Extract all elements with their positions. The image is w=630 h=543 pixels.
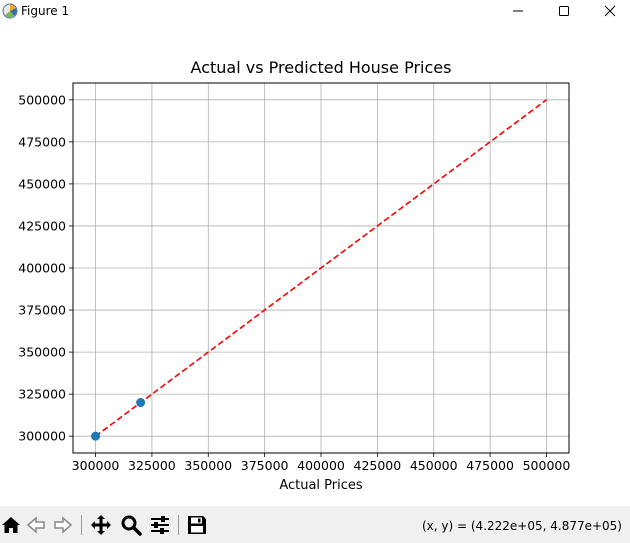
reference-line — [95, 99, 547, 437]
y-tick-label: 325000 — [18, 387, 66, 402]
configure-subplots-button[interactable] — [149, 514, 171, 536]
point-layer — [91, 398, 146, 441]
forward-icon — [54, 516, 73, 534]
forward-button[interactable] — [52, 514, 74, 536]
x-tick-label: 350000 — [184, 458, 232, 473]
minimize-button[interactable] — [495, 0, 541, 22]
y-tick-label: 300000 — [18, 429, 66, 444]
x-tick-label: 400000 — [297, 458, 345, 473]
maximize-button[interactable] — [541, 0, 587, 22]
home-icon — [2, 517, 20, 533]
toolbar-separator — [178, 515, 179, 535]
y-tick-label: 450000 — [18, 176, 66, 191]
x-tick-label: 500000 — [523, 458, 571, 473]
y-tick-label: 350000 — [18, 345, 66, 360]
y-tick-label: 475000 — [18, 134, 66, 149]
window-title: Figure 1 — [21, 4, 70, 18]
chart-svg: 300000 325000 350000 375000 400000 425000 4500… — [18, 58, 570, 493]
data-point — [136, 398, 146, 408]
line-layer — [95, 99, 547, 437]
x-tick-label: 425000 — [354, 458, 402, 473]
back-button[interactable] — [25, 514, 47, 536]
close-button[interactable] — [587, 0, 630, 22]
configure-subplots-icon — [151, 516, 169, 534]
toolbar-separator — [81, 515, 82, 535]
cursor-coordinates: (x, y) = (4.222e+05, 4.877e+05) — [422, 519, 622, 533]
close-icon — [604, 5, 616, 17]
navigation-toolbar: (x, y) = (4.222e+05, 4.877e+05) — [0, 506, 630, 543]
figure-canvas[interactable]: 300000 325000 350000 375000 400000 425000 4500… — [0, 22, 630, 506]
pan-button[interactable] — [90, 514, 112, 536]
zoom-button[interactable] — [120, 514, 142, 536]
save-button[interactable] — [186, 514, 208, 536]
tick-layer: 300000 325000 350000 375000 400000 425000 4500… — [18, 92, 570, 473]
grid-layer — [73, 83, 569, 453]
title-bar: Figure 1 — [0, 0, 630, 22]
x-tick-label: 375000 — [241, 458, 289, 473]
matplotlib-icon — [2, 3, 18, 19]
home-button[interactable] — [0, 514, 22, 536]
x-tick-label: 325000 — [128, 458, 176, 473]
x-tick-label: 300000 — [72, 458, 120, 473]
y-tick-label: 375000 — [18, 303, 66, 318]
pan-icon — [91, 515, 111, 535]
y-tick-label: 500000 — [18, 92, 66, 107]
save-icon — [188, 516, 206, 534]
zoom-icon — [121, 515, 142, 536]
back-icon — [26, 516, 45, 534]
y-tick-label: 425000 — [18, 218, 66, 233]
x-tick-label: 475000 — [466, 458, 514, 473]
x-tick-label: 450000 — [410, 458, 458, 473]
minimize-icon — [513, 10, 523, 12]
maximize-icon — [559, 6, 569, 16]
y-tick-label: 400000 — [18, 261, 66, 276]
x-axis-label: Actual Prices — [279, 478, 363, 493]
chart-title: Actual vs Predicted House Prices — [191, 58, 452, 77]
data-point — [91, 431, 101, 441]
